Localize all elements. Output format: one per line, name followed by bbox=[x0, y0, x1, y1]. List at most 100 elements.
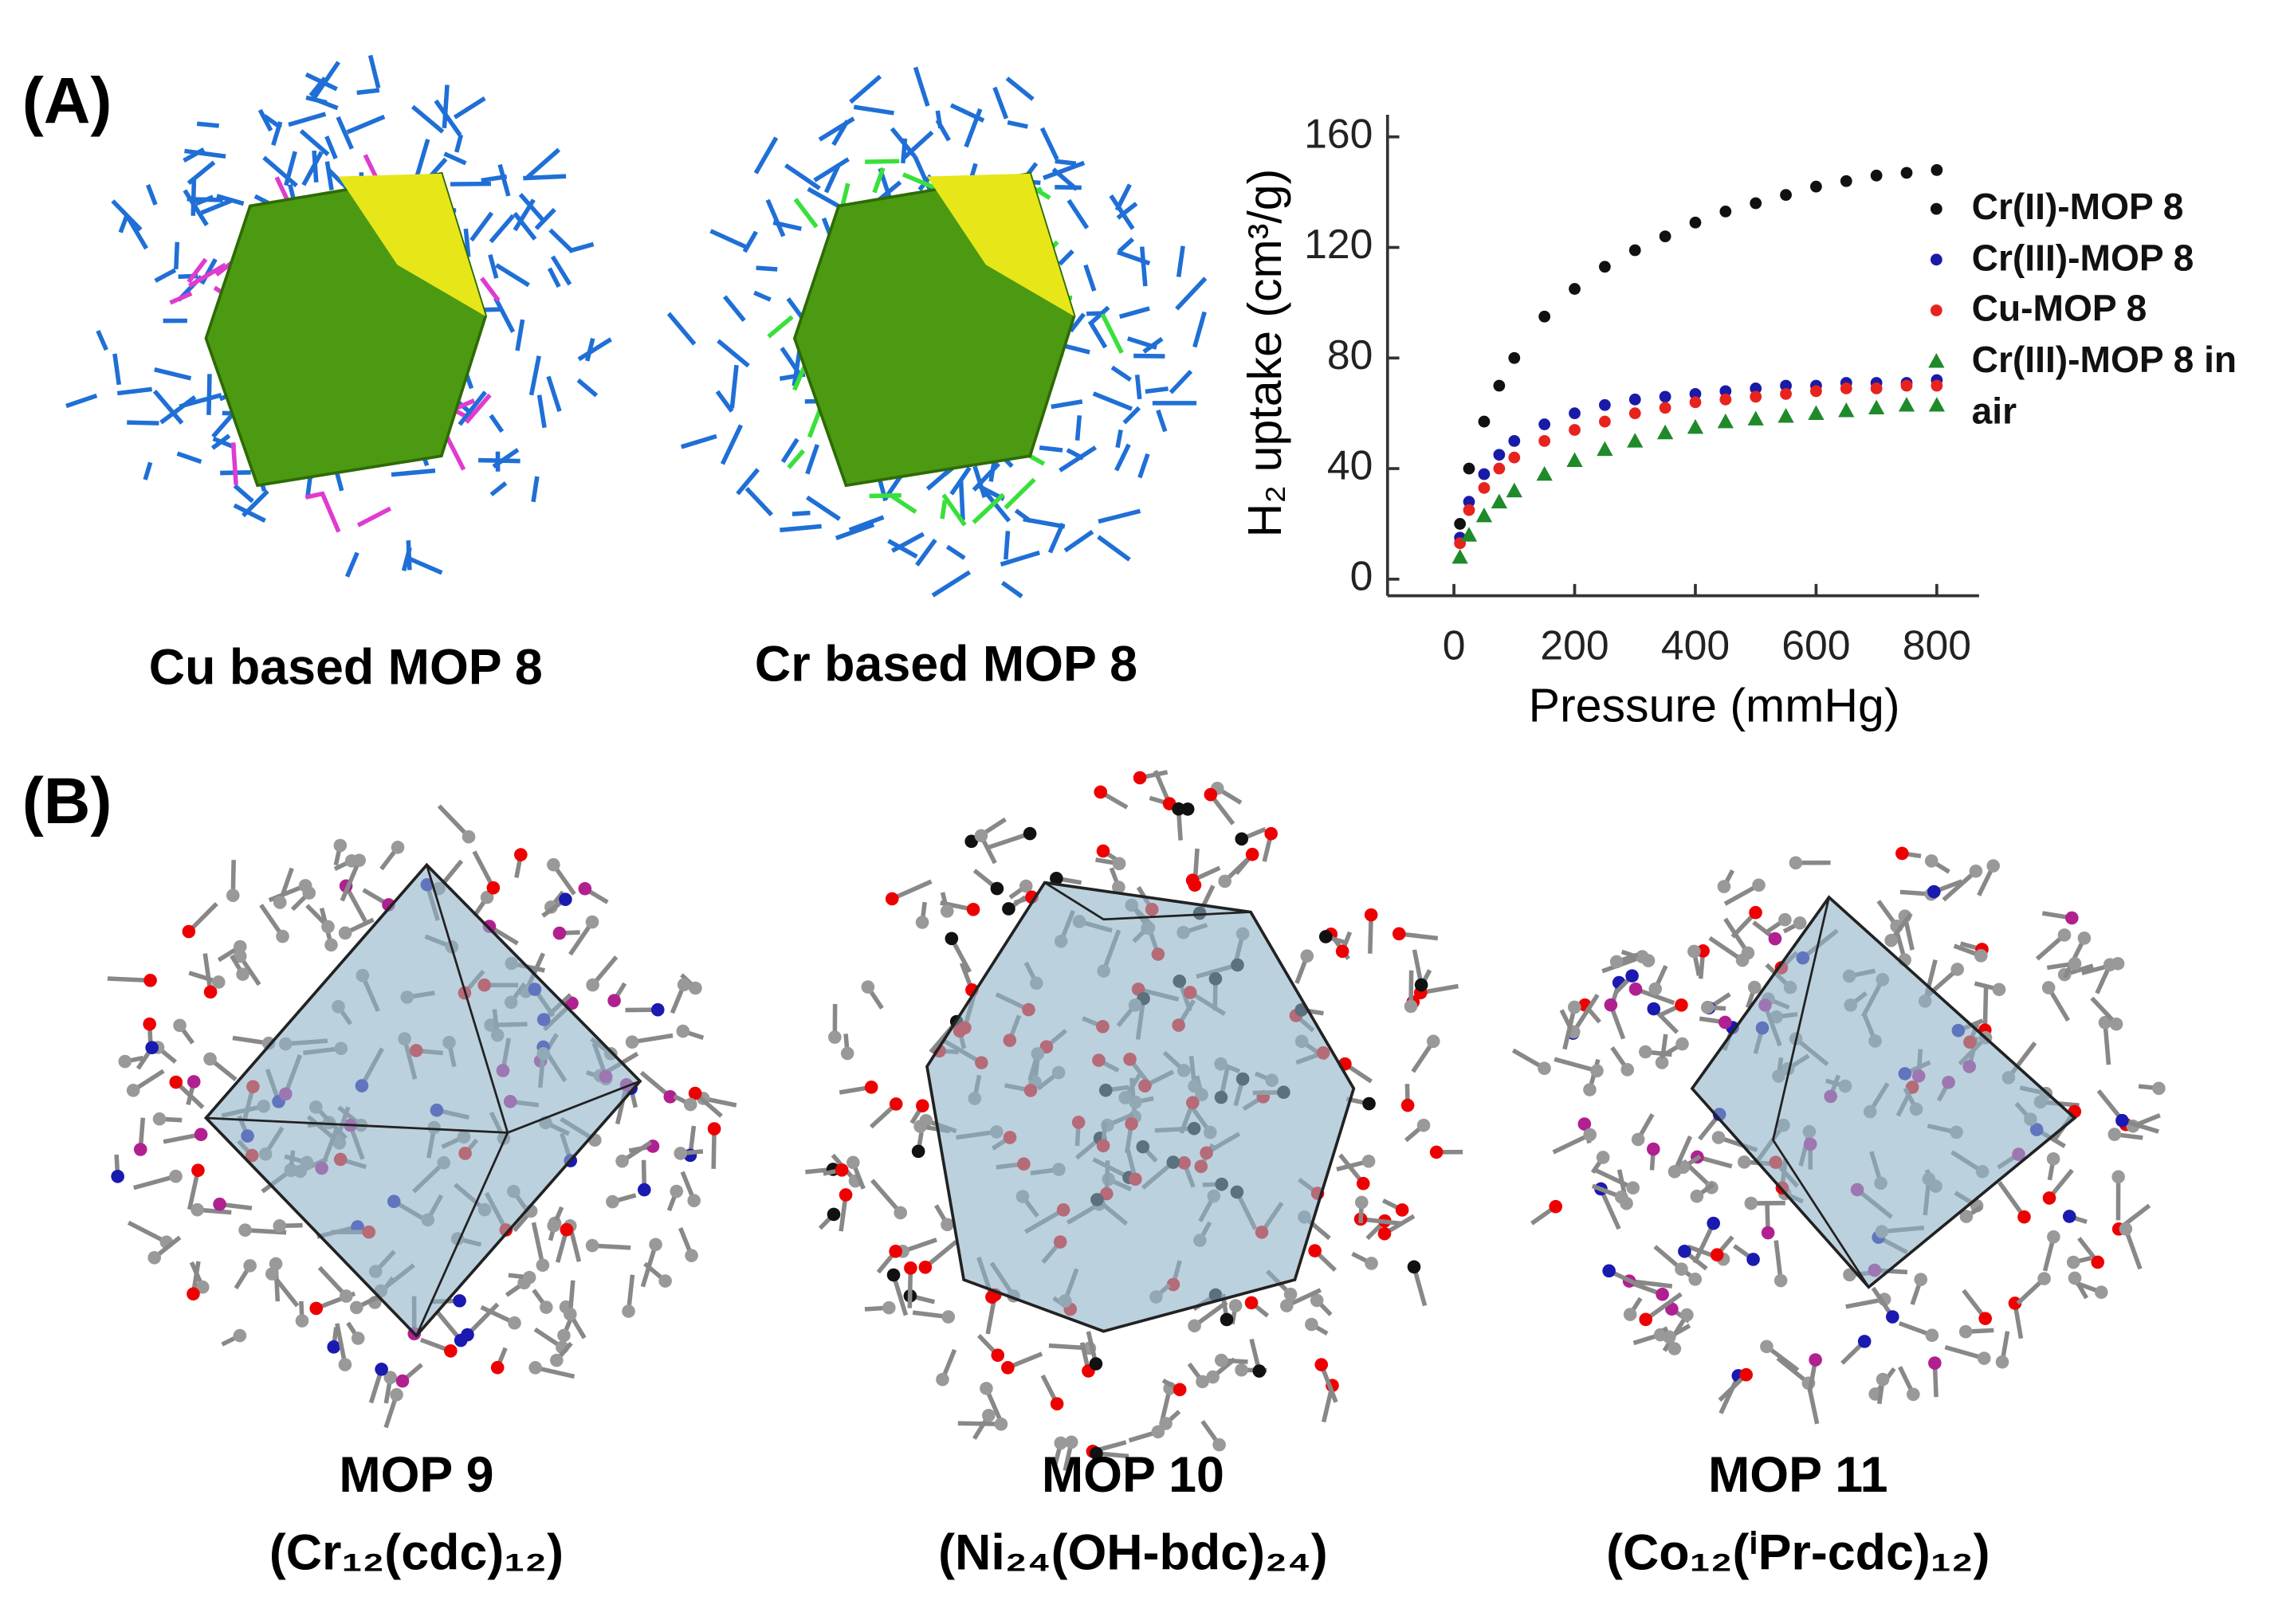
atom bbox=[309, 1302, 323, 1316]
bond bbox=[145, 462, 151, 480]
atom bbox=[1639, 1045, 1652, 1059]
bond bbox=[1117, 185, 1129, 210]
atom bbox=[2103, 958, 2117, 971]
bond bbox=[1039, 448, 1063, 450]
atom bbox=[1927, 885, 1941, 899]
bond bbox=[1003, 583, 1022, 596]
bond bbox=[722, 426, 740, 465]
data-point bbox=[1780, 189, 1792, 201]
bond bbox=[768, 200, 784, 237]
atom bbox=[2078, 932, 2092, 945]
data-point bbox=[1718, 414, 1734, 428]
atom bbox=[586, 916, 599, 929]
bond bbox=[795, 199, 816, 227]
atom bbox=[191, 1163, 205, 1177]
atom bbox=[1663, 1331, 1676, 1344]
atom bbox=[1264, 827, 1278, 841]
y-tick-label: 160 bbox=[1304, 110, 1373, 156]
structure-caption: MOP 9 bbox=[339, 1447, 493, 1503]
atom bbox=[827, 1208, 841, 1222]
atom bbox=[941, 904, 954, 918]
bond bbox=[491, 483, 505, 495]
atom bbox=[564, 1308, 577, 1321]
bond bbox=[155, 370, 191, 379]
atom bbox=[1602, 1265, 1616, 1278]
atom bbox=[904, 1261, 917, 1275]
bond bbox=[579, 339, 611, 359]
bond bbox=[947, 547, 964, 558]
atom bbox=[1675, 1038, 1689, 1051]
bond bbox=[322, 492, 339, 532]
atom bbox=[1305, 1318, 1318, 1332]
atom bbox=[1549, 1200, 1562, 1214]
atom bbox=[1668, 1165, 1682, 1179]
data-point bbox=[1777, 408, 1793, 422]
atom bbox=[1691, 1190, 1704, 1203]
atom bbox=[487, 881, 501, 895]
bond bbox=[471, 213, 491, 240]
atom bbox=[1701, 1001, 1715, 1014]
bond bbox=[1086, 265, 1094, 291]
atom bbox=[540, 1300, 553, 1314]
atom bbox=[1718, 880, 1731, 893]
structure-caption: Cr based MOP 8 bbox=[755, 637, 1137, 692]
atom bbox=[886, 892, 899, 906]
legend-entry: Cr(III)-MOP 8 in air bbox=[1972, 335, 2288, 453]
atom bbox=[1745, 1197, 1758, 1210]
atom bbox=[1680, 1308, 1694, 1322]
bond bbox=[327, 162, 332, 190]
x-tick-label: 400 bbox=[1661, 622, 1730, 669]
atom bbox=[677, 1025, 690, 1038]
atom bbox=[1974, 949, 1988, 963]
atom bbox=[2043, 1191, 2056, 1205]
bond bbox=[865, 161, 899, 162]
atom bbox=[1245, 1296, 1259, 1310]
atom bbox=[1687, 945, 1701, 959]
atom bbox=[1051, 1397, 1064, 1410]
bond bbox=[937, 120, 949, 140]
atom bbox=[1719, 1016, 1732, 1030]
atom bbox=[1749, 906, 1762, 920]
atom bbox=[1675, 998, 1688, 1012]
atom bbox=[1778, 913, 1792, 927]
atom bbox=[1858, 1335, 1872, 1348]
bond bbox=[1069, 200, 1087, 228]
bond bbox=[289, 114, 325, 124]
bond bbox=[1055, 161, 1076, 163]
bond bbox=[348, 116, 385, 132]
atom bbox=[491, 1361, 505, 1375]
atom bbox=[1793, 916, 1807, 930]
atom bbox=[375, 1363, 388, 1376]
atom bbox=[1365, 1257, 1378, 1270]
atom bbox=[1583, 1128, 1597, 1142]
bond bbox=[1098, 511, 1140, 521]
atom bbox=[1300, 949, 1314, 963]
bond bbox=[1137, 375, 1140, 399]
atom bbox=[2068, 1272, 2082, 1285]
atom bbox=[1393, 928, 1406, 941]
atom bbox=[236, 967, 249, 981]
atom bbox=[828, 1030, 842, 1044]
atom bbox=[945, 932, 959, 946]
atom bbox=[1928, 1356, 1942, 1370]
atom bbox=[1186, 873, 1200, 887]
atom bbox=[2047, 1230, 2060, 1244]
data-point bbox=[1629, 407, 1641, 419]
atom bbox=[622, 1304, 635, 1318]
bond bbox=[176, 242, 178, 269]
bond bbox=[718, 341, 748, 366]
data-point bbox=[1750, 198, 1762, 210]
mop-9-structure bbox=[108, 806, 737, 1427]
atom bbox=[2042, 981, 2056, 994]
bond bbox=[532, 356, 540, 395]
atom bbox=[296, 1314, 309, 1328]
atom bbox=[183, 925, 196, 939]
atom bbox=[444, 1344, 458, 1358]
atom bbox=[234, 1329, 247, 1343]
atom bbox=[2119, 1222, 2133, 1236]
atom bbox=[560, 1223, 574, 1237]
bond bbox=[1142, 247, 1145, 287]
atom bbox=[887, 1269, 901, 1282]
bond bbox=[891, 496, 916, 512]
structure-formula: (Cr₁₂(cdc)₁₂) bbox=[269, 1525, 564, 1581]
